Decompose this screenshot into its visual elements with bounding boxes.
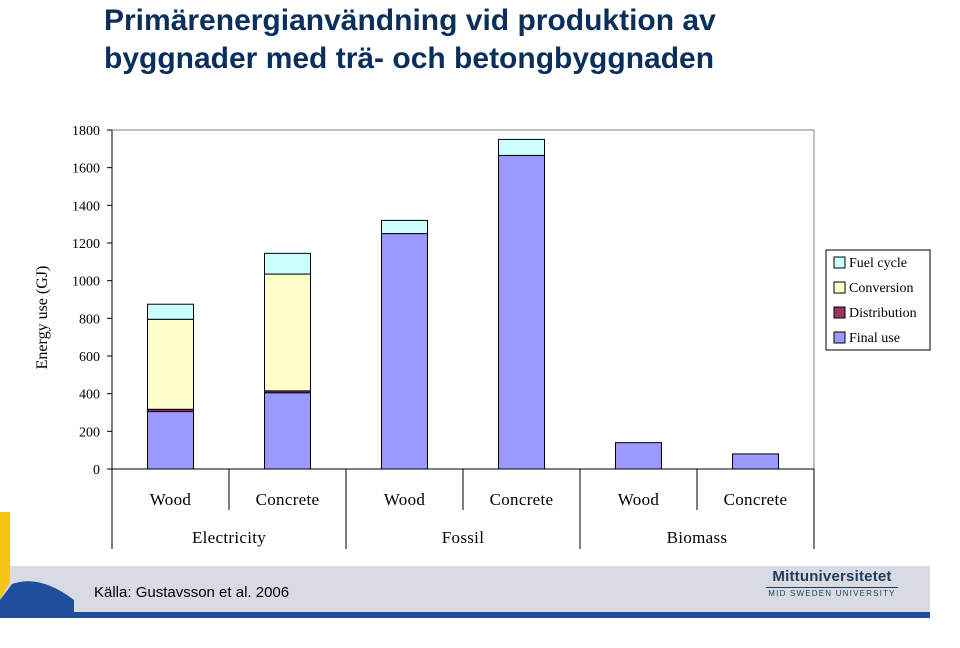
x-category-label: Wood xyxy=(384,490,426,509)
legend-swatch-distribution xyxy=(833,306,846,319)
y-axis-label: Energy use (GJ) xyxy=(34,266,51,370)
x-group-label: Biomass xyxy=(667,528,728,547)
x-category-label: Wood xyxy=(150,490,192,509)
source-citation: Källa: Gustavsson et al. 2006 xyxy=(94,584,290,601)
bar-segment-conversion xyxy=(264,273,311,392)
x-category-label: Concrete xyxy=(256,490,320,509)
x-category-label: Wood xyxy=(618,490,660,509)
title-line-2: byggnader med trä- och betongbyggnaden xyxy=(104,42,715,75)
bar-segment-final-use xyxy=(264,392,311,470)
y-tick-label: 800 xyxy=(79,312,100,327)
bar-segment-fuel-cycle xyxy=(381,219,428,235)
slide-title: Primärenergianvändning vid produktion av… xyxy=(104,2,904,78)
x-group-label: Electricity xyxy=(192,528,266,547)
bar-segment-fuel-cycle xyxy=(147,303,194,320)
y-tick-label: 1600 xyxy=(72,162,100,177)
legend-swatch-fuel-cycle xyxy=(833,256,846,269)
legend-label-final-use: Final use xyxy=(849,331,900,346)
y-tick-label: 400 xyxy=(79,388,100,403)
slide-decoration xyxy=(0,512,930,618)
corner-accent-yellow xyxy=(0,512,10,600)
corner-accent-blue xyxy=(0,581,74,618)
y-tick-label: 0 xyxy=(93,463,100,478)
y-tick-label: 1400 xyxy=(72,199,100,214)
bar-segment-final-use xyxy=(732,453,779,470)
logo-name: Mittuniversitetet xyxy=(772,568,892,585)
y-tick-label: 1200 xyxy=(72,237,100,252)
chart-bars xyxy=(147,138,779,470)
bar-segment-final-use xyxy=(615,442,662,470)
legend-label-conversion: Conversion xyxy=(849,281,914,296)
footer-accent-stripe xyxy=(0,612,930,618)
logo-rule xyxy=(766,587,898,588)
x-group-label: Fossil xyxy=(442,528,484,547)
y-tick-label: 200 xyxy=(79,425,100,440)
bar-segment-final-use xyxy=(381,233,428,470)
legend-label-distribution: Distribution xyxy=(849,306,917,321)
x-category-label: Concrete xyxy=(490,490,554,509)
legend-swatch-conversion xyxy=(833,281,846,294)
chart-labels: 0 200 400 600 800 1000 1200 1400 1600 1800 Energy … xyxy=(34,124,787,547)
title-line-1: Primärenergianvändning vid produktion av xyxy=(104,4,716,37)
chart-legend: Fuel cycle Conversion Distribution Final us… xyxy=(825,249,931,351)
bar-segment-fuel-cycle xyxy=(498,138,545,156)
y-tick-label: 1000 xyxy=(72,275,100,290)
footer-band xyxy=(0,566,930,618)
legend-swatch-final-use xyxy=(833,331,846,344)
bar-segment-final-use xyxy=(147,411,194,470)
university-logo: Mittuniversitetet MID SWEDEN UNIVERSITY xyxy=(762,568,902,598)
chart-axes xyxy=(107,129,815,549)
logo-subtitle: MID SWEDEN UNIVERSITY xyxy=(768,589,896,598)
y-tick-label: 1800 xyxy=(72,124,100,139)
x-category-label: Concrete xyxy=(724,490,788,509)
bar-segment-fuel-cycle xyxy=(264,252,311,275)
bar-segment-final-use xyxy=(498,154,545,470)
legend-label-fuel-cycle: Fuel cycle xyxy=(849,256,907,271)
y-tick-label: 600 xyxy=(79,350,100,365)
bar-segment-conversion xyxy=(147,318,194,410)
